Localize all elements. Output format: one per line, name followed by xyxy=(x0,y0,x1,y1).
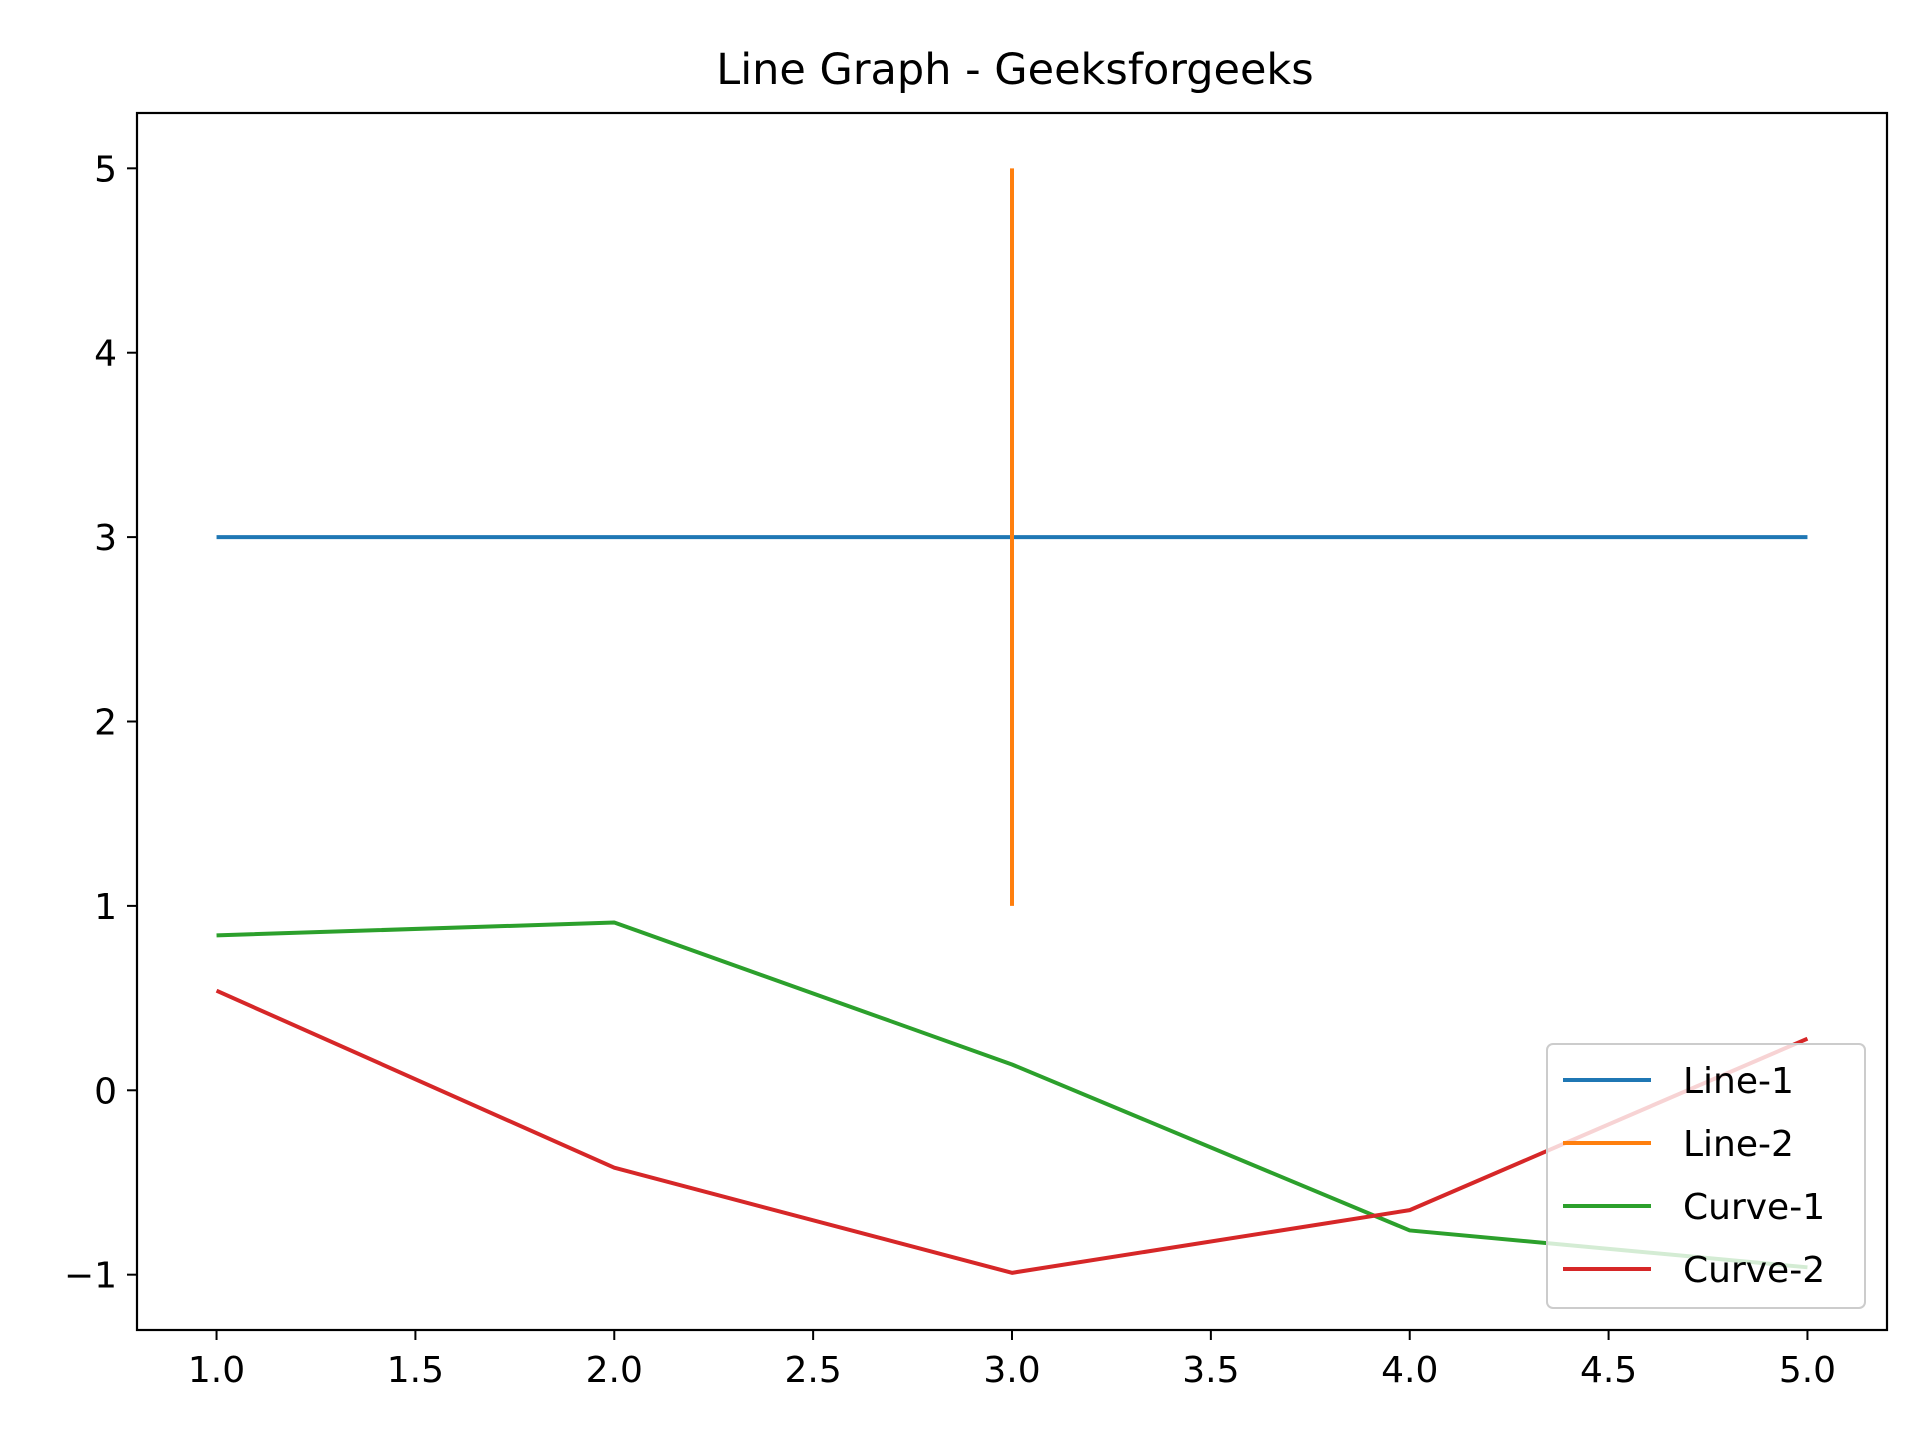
x-tick-label: 4.5 xyxy=(1580,1350,1637,1391)
legend-label-line-2: Line-2 xyxy=(1683,1124,1794,1165)
y-tick-label: 4 xyxy=(94,334,117,375)
series-line-curve-2 xyxy=(215,988,1809,1275)
y-tick-label: 2 xyxy=(94,703,117,744)
series-line-curve-1 xyxy=(216,920,1808,1270)
legend-box xyxy=(1546,1043,1866,1309)
x-tick-label: 1.0 xyxy=(188,1350,245,1391)
y-tick-label: 0 xyxy=(94,1071,117,1112)
chart-title: Line Graph - Geeksforgeeks xyxy=(716,45,1313,95)
y-tick-label: 3 xyxy=(94,518,117,559)
x-tick-label: 3.0 xyxy=(983,1350,1040,1391)
x-tick-label: 1.5 xyxy=(387,1350,444,1391)
legend-label-curve-2: Curve-2 xyxy=(1683,1250,1825,1291)
axes-layer: 1.0 1.5 2.0 2.5 3.0 3.5 4.0 4.5 5.0 −1 0 1 2 3 4 5 xyxy=(64,111,1889,1391)
x-tick-label: 2.5 xyxy=(785,1350,842,1391)
y-tick-label: 5 xyxy=(94,149,117,190)
x-tick-label: 3.5 xyxy=(1182,1350,1239,1391)
x-tick-label: 4.0 xyxy=(1381,1350,1438,1391)
legend-label-curve-1: Curve-1 xyxy=(1683,1187,1825,1228)
y-tick-label: −1 xyxy=(64,1256,117,1297)
x-tick-label: 5.0 xyxy=(1779,1350,1836,1391)
series-layer xyxy=(215,168,1809,1275)
y-tick-label: 1 xyxy=(94,887,117,928)
legend-label-line-1: Line-1 xyxy=(1683,1061,1794,1102)
legend: Line-1 Line-2 Curve-1 Curve-2 xyxy=(1546,1043,1866,1309)
x-tick-label: 2.0 xyxy=(586,1350,643,1391)
